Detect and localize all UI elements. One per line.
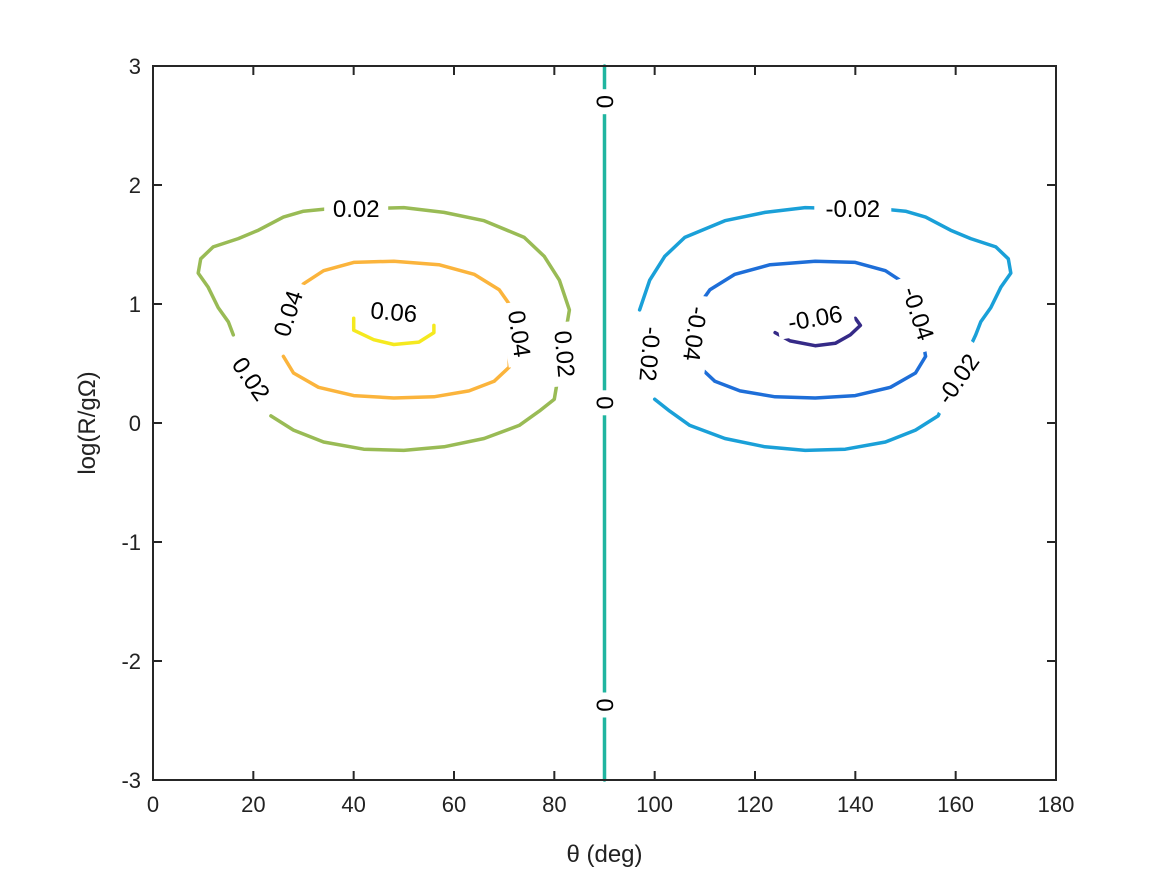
contour-label-group: 0.06 [360,294,427,331]
contour-label-background [546,320,583,388]
contour-label-group: -0.02 [631,314,668,394]
contour-label-background [891,272,945,355]
contour-label-background [360,294,427,331]
contour-label-group: -0.04 [674,293,716,375]
contour-label-group: 0 [589,390,620,416]
contour-label-background [631,314,668,394]
contour-label-background [774,296,856,340]
contour-label-group: 0.02 [324,193,389,224]
contour-label: 0.04 [502,309,535,359]
contour-label-group: 0.04 [264,278,313,349]
axis-ticks: 0 20 40 60 80 100 120 140 160 180 -3 -2 -1 0 1 2 3 [121,54,1074,817]
contour-line--0.02 [637,205,1013,453]
contour-label: 0.06 [369,297,418,328]
contour-label-group: -0.06 [774,296,856,340]
contour-label-background [264,278,313,349]
contour-label-background [814,193,892,224]
contour-label-group: 0 [589,89,620,115]
contour-label: 0.02 [333,196,380,223]
contour-label-background [923,338,993,420]
contour-label-group: -0.02 [814,193,892,224]
x-tick-label: 100 [636,792,673,817]
y-tick-label: -2 [121,649,141,674]
x-tick-label: 60 [442,792,466,817]
contour-label-background [499,300,539,368]
y-axis-label: log(R/gΩ) [74,371,101,474]
contour-label-background [589,692,620,718]
contour-label-background [589,89,620,115]
y-tick-label: 2 [129,173,141,198]
x-tick-label: 80 [542,792,566,817]
y-tick-label: -1 [121,530,141,555]
contour-label: -0.02 [825,196,880,223]
x-tick-label: 140 [837,792,874,817]
x-tick-label: 160 [937,792,974,817]
contour-label-background [220,344,282,414]
y-tick-label: 0 [129,411,141,436]
x-tick-label: 40 [341,792,365,817]
contour-label: 0 [591,95,618,108]
contour-label-background [324,193,389,224]
y-tick-label: -3 [121,768,141,793]
contour-line-0.06 [351,316,436,347]
contour-label-background [674,293,716,375]
contour-label: -0.02 [633,326,665,383]
contour-label: 0.02 [548,330,579,379]
y-tick-label: 1 [129,292,141,317]
y-tick-label: 3 [129,54,141,79]
contour-line--0.06 [773,316,863,348]
contour-label-group: 0.04 [499,300,539,368]
x-tick-label: 180 [1038,792,1075,817]
contour-label-background [589,390,620,416]
x-tick-label: 20 [241,792,265,817]
contour-label: 0 [591,698,618,711]
contour-label-group: 0 [589,692,620,718]
x-axis-label: θ (deg) [566,841,642,868]
x-tick-label: 0 [147,792,159,817]
contour-line-0.02 [196,205,572,453]
x-tick-label: 120 [737,792,774,817]
contour-label-group: 0.02 [546,320,583,388]
contour-label: 0 [591,396,618,409]
